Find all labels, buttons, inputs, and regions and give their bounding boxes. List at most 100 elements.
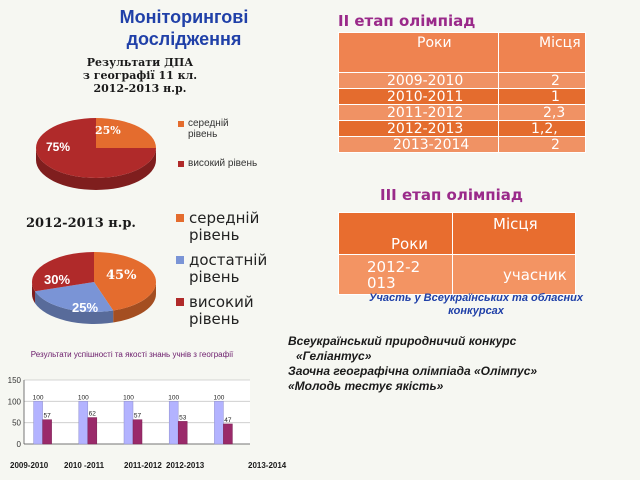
contest-item: Заочна географічна олімпіада «Олімпус» xyxy=(288,364,538,378)
pie1-label-high: 75% xyxy=(46,140,71,154)
stage3-table: Роки Місця 2012-2013 учасник xyxy=(338,212,576,295)
y-tick-label: 100 xyxy=(8,397,22,406)
pie2-label-sufficient: 25% xyxy=(72,300,99,315)
bar-value-label: 62 xyxy=(89,411,97,418)
x-category-label: 2013-2014 xyxy=(248,461,287,470)
pie1-chart xyxy=(36,118,156,190)
year-cell: 2009-2010 xyxy=(338,72,499,89)
bar-chart: 0 50 100 150 100 57 100 62 100 57 100 53 100 47 2009-2… xyxy=(8,376,287,470)
contest-item: «Геліантус» xyxy=(296,349,372,363)
pie-slice xyxy=(94,252,156,311)
bar-value-label: 53 xyxy=(179,414,187,421)
pie2-label-medium: 45% xyxy=(106,268,137,283)
table-header-row: Роки Місця xyxy=(338,212,576,255)
year-cell: 2011-2012 xyxy=(338,104,499,121)
table-row: 2012-2013 учасник xyxy=(338,254,576,295)
bar-chart-title: Результати успішності та якості знань уч… xyxy=(30,350,234,359)
pie-slice-side xyxy=(36,148,156,190)
legend-swatch xyxy=(178,161,184,167)
bar-series-1 xyxy=(214,401,224,445)
x-category-label: 2010 -2011 xyxy=(64,461,105,470)
bar-series-2 xyxy=(132,419,143,445)
table-header-row: Роки Місця xyxy=(338,32,586,73)
place-cell: 1 xyxy=(498,88,586,105)
page-title: Моніторингові дослідження xyxy=(119,7,249,49)
y-tick-label: 0 xyxy=(17,440,22,449)
stage2-table: Роки Місця 2009-2010 2 2010-2011 1 2011-… xyxy=(338,32,586,153)
column-header-years: Роки xyxy=(338,32,499,73)
bar-value-label: 57 xyxy=(134,413,142,420)
legend-swatch xyxy=(176,256,184,264)
pie-slice xyxy=(96,118,156,148)
bar-value-label: 100 xyxy=(33,394,44,401)
column-header-places: Місця xyxy=(452,212,576,255)
bar-value-label: 100 xyxy=(168,394,179,401)
bar-value-label: 57 xyxy=(43,413,51,420)
contests-list: Всеукраїнський природничий конкурс «Гелі… xyxy=(288,334,632,394)
bar-series-1 xyxy=(33,401,43,445)
bar-series-2 xyxy=(42,419,52,445)
pie-slice xyxy=(36,118,156,178)
legend-item: середній рівень xyxy=(176,210,276,244)
legend-label: достатній рівень xyxy=(189,251,268,286)
legend-swatch xyxy=(176,214,184,222)
pie1-title-line: з географії 11 кл. xyxy=(82,69,198,82)
bar-series-1 xyxy=(168,401,179,445)
contest-item: Всеукраїнський природничий конкурс xyxy=(288,334,517,348)
bar-series-1 xyxy=(78,401,89,445)
y-tick-label: 50 xyxy=(12,419,21,428)
legend-label: високий рівень xyxy=(188,158,258,169)
place-cell: 2,3 xyxy=(498,104,586,121)
x-category-label: 2011-2012 xyxy=(124,461,162,470)
pie-slice-side xyxy=(35,291,114,324)
table-row: 2012-2013 1,2, xyxy=(338,120,586,137)
x-category-label: 2009-2010 xyxy=(10,461,49,470)
participation-note: Участь у Всеукраїнських та обласних конк… xyxy=(369,292,583,317)
pie1-title-line: 2012-2013 н.р. xyxy=(93,82,187,95)
stage2-title: ІІ етап олімпіад xyxy=(338,12,476,30)
legend-item: середній рівень xyxy=(178,118,258,140)
pie2-legend: середній рівень достатній рівень високий… xyxy=(176,210,276,328)
pie-slice xyxy=(31,252,94,292)
bar-series-2 xyxy=(223,423,233,445)
x-category-label: 2012-2013 xyxy=(166,461,205,470)
place-cell: 2 xyxy=(498,72,586,89)
pie1-title: Результати ДПА з географії 11 кл. 2012-2… xyxy=(40,56,240,95)
pie2-title: 2012-2013 н.р. xyxy=(26,216,136,231)
legend-swatch xyxy=(178,121,184,127)
year-text: 2012-2013 xyxy=(367,257,421,292)
stage3-title: ІІІ етап олімпіад xyxy=(380,186,523,204)
column-header-places: Місця xyxy=(498,32,586,73)
bar-series-1 xyxy=(123,401,134,445)
pie1-title-line: Результати ДПА xyxy=(86,56,194,69)
legend-item: високий рівень xyxy=(176,294,276,328)
bar-value-label: 100 xyxy=(78,394,89,401)
place-cell: 1,2, xyxy=(498,120,586,137)
pie1-legend: середній рівень високий рівень xyxy=(178,118,258,169)
table-row: 2013-2014 2 xyxy=(338,136,586,153)
bar-series-2 xyxy=(177,421,188,445)
year-cell: 2012-2013 xyxy=(338,254,453,295)
bar-value-label: 47 xyxy=(224,417,232,424)
pie1-label-medium: 25% xyxy=(95,124,121,137)
table-row: 2010-2011 1 xyxy=(338,88,586,105)
legend-label: середній рівень xyxy=(189,209,260,244)
bar-series-2 xyxy=(87,417,98,445)
pie-slice-side xyxy=(32,282,36,304)
pie2-chart xyxy=(31,252,156,324)
table-row: 2011-2012 2,3 xyxy=(338,104,586,121)
year-cell: 2013-2014 xyxy=(338,136,499,153)
pie2-label-high: 30% xyxy=(44,272,71,287)
bar-value-label: 100 xyxy=(213,394,224,401)
legend-item: достатній рівень xyxy=(176,252,276,286)
legend-swatch xyxy=(176,298,184,306)
y-tick-label: 150 xyxy=(8,376,22,385)
legend-item: високий рівень xyxy=(178,158,258,169)
legend-label: середній рівень xyxy=(188,118,229,140)
column-header-years: Роки xyxy=(338,212,453,255)
place-cell: учасник xyxy=(452,254,576,295)
table-row: 2009-2010 2 xyxy=(338,72,586,89)
pie-slice xyxy=(35,282,114,312)
bar-value-label: 100 xyxy=(123,394,134,401)
year-cell: 2012-2013 xyxy=(338,120,499,137)
